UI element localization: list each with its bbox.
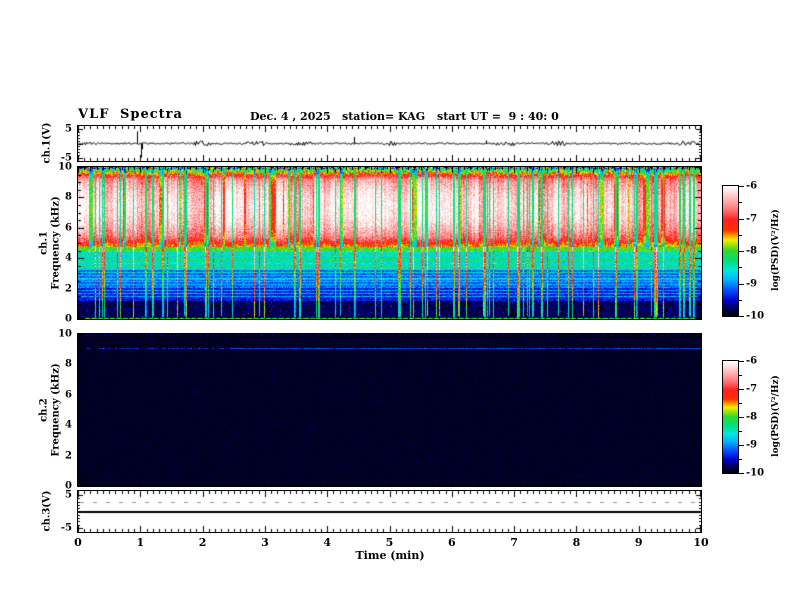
plot-station: station= KAG bbox=[342, 110, 426, 123]
colorbar-tick bbox=[739, 299, 742, 301]
y-tick-label: 8 bbox=[65, 358, 72, 370]
y-tick-label: -5 bbox=[60, 522, 72, 534]
ch2-spec-label-line1: ch.2 bbox=[38, 398, 50, 422]
colorbar-tick bbox=[739, 186, 744, 187]
x-tick-label: 4 bbox=[323, 536, 332, 549]
colorbar-tick bbox=[739, 267, 742, 269]
x-tick-label: 6 bbox=[447, 536, 456, 549]
ch2-spectrogram-panel bbox=[77, 333, 702, 487]
y-tick-label: 6 bbox=[65, 222, 72, 234]
y-tick-label: 5 bbox=[65, 489, 72, 501]
ch2-spec-label-line2: Frequency (kHz) bbox=[50, 363, 61, 457]
colorbar-tick-label: -9 bbox=[746, 439, 758, 451]
colorbar-tick bbox=[739, 283, 744, 285]
y-tick-label: 10 bbox=[58, 161, 72, 173]
colorbar-tick-label: -6 bbox=[746, 180, 758, 192]
x-tick-label: 9 bbox=[634, 536, 643, 549]
colorbar-tick bbox=[739, 234, 742, 236]
ch1-waveform-canvas bbox=[78, 126, 701, 161]
ch1-waveform-y-axis-label: ch.1(V) bbox=[41, 122, 53, 164]
colorbar-tick-label: -9 bbox=[746, 278, 758, 289]
colorbar-tick bbox=[739, 251, 744, 252]
ch2-spectrogram-y-axis-label: ch.2 Frequency (kHz) bbox=[39, 363, 62, 456]
plot-title: VLF Spectra bbox=[78, 107, 183, 122]
ch1-spec-label-line1: ch.1 bbox=[38, 231, 50, 255]
colorbar-tick bbox=[739, 202, 742, 204]
colorbar-tick-label: -6 bbox=[746, 355, 758, 367]
y-tick-label: 2 bbox=[65, 450, 72, 462]
y-tick-label: 4 bbox=[65, 252, 72, 264]
ch1-spectrogram-panel bbox=[77, 166, 702, 320]
colorbar-tick bbox=[739, 375, 742, 376]
x-tick-label: 5 bbox=[385, 536, 394, 549]
ch1-waveform-panel bbox=[77, 125, 702, 162]
ch3-waveform-canvas bbox=[78, 491, 701, 532]
plot-start-ut: start UT = 9 : 40: 0 bbox=[437, 110, 559, 123]
colorbar-tick bbox=[739, 445, 744, 446]
x-tick-label: 2 bbox=[198, 536, 207, 549]
plot-date: Dec. 4 , 2025 bbox=[250, 110, 331, 123]
x-axis-title: Time (min) bbox=[355, 549, 425, 562]
ch1-colorbar bbox=[722, 185, 739, 317]
ch2-spectrogram-canvas bbox=[78, 334, 701, 486]
colorbar-tick bbox=[739, 459, 742, 460]
colorbar-tick-label: -10 bbox=[746, 310, 765, 322]
ch3-waveform-panel bbox=[77, 490, 702, 533]
colorbar-tick bbox=[739, 403, 742, 404]
ch2-colorbar-title: log(PSD)(V²/Hz) bbox=[771, 375, 781, 457]
colorbar-tick-label: -8 bbox=[746, 411, 758, 423]
y-tick-label: 6 bbox=[65, 389, 72, 401]
ch2-colorbar bbox=[722, 360, 739, 474]
colorbar-tick bbox=[739, 417, 744, 418]
ch1-colorbar-title: log(PSD)(V²/Hz) bbox=[771, 209, 781, 291]
x-tick-label: 1 bbox=[136, 536, 145, 549]
colorbar-tick bbox=[739, 361, 744, 362]
colorbar-tick-label: -7 bbox=[746, 213, 758, 224]
x-tick-label: 3 bbox=[261, 536, 269, 549]
x-tick-label: 0 bbox=[74, 536, 82, 549]
y-tick-label: 10 bbox=[58, 328, 72, 340]
y-tick-label: 2 bbox=[65, 283, 72, 295]
colorbar-tick bbox=[739, 431, 742, 432]
ch1-spectrogram-canvas bbox=[78, 167, 701, 319]
x-tick-label: 8 bbox=[572, 536, 581, 549]
colorbar-tick bbox=[739, 316, 744, 317]
ch1-spec-label-line2: Frequency (kHz) bbox=[50, 196, 61, 290]
y-tick-label: 5 bbox=[65, 123, 72, 135]
colorbar-tick-label: -7 bbox=[746, 383, 758, 395]
y-tick-label: 4 bbox=[65, 419, 72, 431]
colorbar-tick bbox=[739, 218, 744, 220]
colorbar-tick bbox=[739, 389, 744, 390]
y-tick-label: 0 bbox=[65, 313, 72, 325]
colorbar-tick-label: -10 bbox=[746, 467, 765, 479]
x-tick-label: 7 bbox=[510, 536, 518, 549]
ch3-waveform-y-axis-label: ch.3(V) bbox=[41, 490, 53, 532]
colorbar-tick bbox=[739, 473, 744, 474]
ch1-spectrogram-y-axis-label: ch.1 Frequency (kHz) bbox=[39, 196, 62, 289]
colorbar-tick-label: -8 bbox=[746, 245, 758, 257]
y-tick-label: -5 bbox=[60, 152, 72, 164]
x-tick-label: 10 bbox=[693, 536, 709, 549]
y-tick-label: 8 bbox=[65, 191, 72, 203]
y-tick-label: 0 bbox=[65, 480, 72, 492]
